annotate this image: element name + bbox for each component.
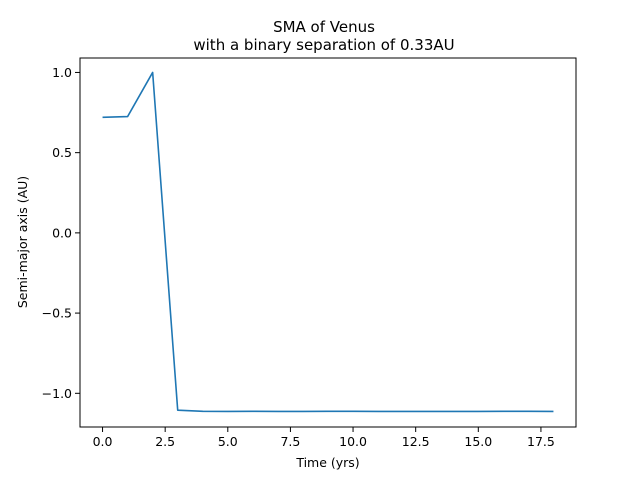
x-tick-label: 2.5 [155,434,175,449]
y-axis-label: Semi-major axis (AU) [15,176,30,308]
chart-title: SMA of Venus [273,18,375,36]
x-tick-label: 12.5 [402,434,430,449]
x-tick-label: 5.0 [218,434,238,449]
chart-subtitle: with a binary separation of 0.33AU [193,36,454,54]
y-tick-label: −0.5 [42,306,72,321]
x-tick-label: 7.5 [280,434,300,449]
x-tick-label: 15.0 [464,434,492,449]
x-tick-label: 0.0 [93,434,113,449]
series-line-0 [102,71,554,413]
x-axis-ticks: 0.0 2.5 5.0 7.5 10.0 12.5 15.0 17.5 [93,427,555,449]
y-tick-label: 1.0 [52,65,72,80]
y-tick-label: 0.5 [52,145,72,160]
y-tick-label: 0.0 [52,225,72,240]
y-axis-ticks: 1.0 0.5 0.0 −0.5 −1.0 [42,65,80,401]
y-tick-label: −1.0 [42,386,72,401]
x-axis-label: Time (yrs) [295,455,359,470]
plot-area [102,71,554,413]
axes-frame [79,57,577,428]
x-tick-label: 10.0 [339,434,367,449]
x-tick-label: 17.5 [527,434,555,449]
